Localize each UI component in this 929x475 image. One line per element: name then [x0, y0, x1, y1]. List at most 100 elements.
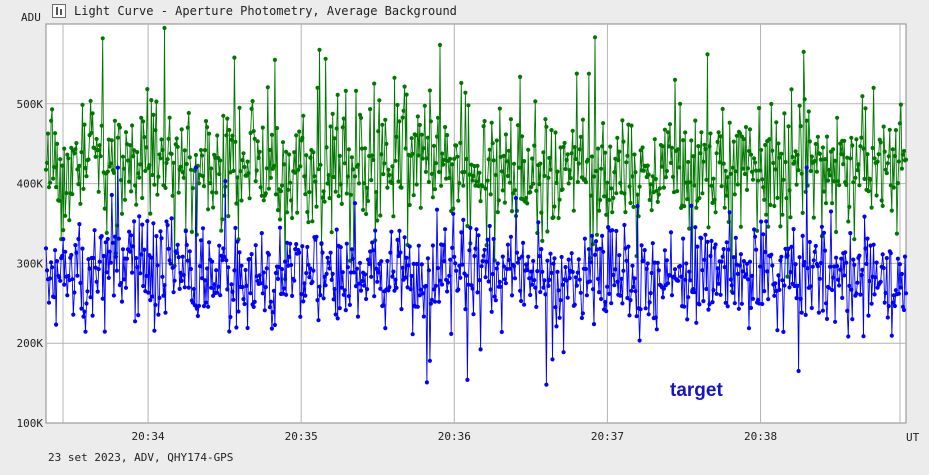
data-point — [597, 208, 602, 213]
data-point — [826, 167, 832, 172]
data-point — [121, 166, 127, 171]
data-point — [231, 297, 236, 302]
plot-area[interactable] — [45, 23, 907, 424]
data-point — [127, 229, 132, 234]
data-point — [396, 179, 401, 184]
data-point — [688, 278, 693, 283]
data-point — [678, 101, 683, 106]
data-point — [562, 140, 567, 146]
data-point — [694, 205, 699, 210]
data-point — [580, 311, 586, 316]
data-point — [167, 115, 172, 120]
data-point — [120, 247, 126, 252]
data-point — [409, 273, 414, 279]
data-point — [803, 312, 808, 317]
data-point — [169, 151, 174, 156]
data-point — [128, 249, 133, 254]
data-point — [828, 209, 834, 214]
data-point — [668, 160, 674, 165]
data-point — [73, 243, 78, 248]
data-point — [606, 225, 611, 230]
chart-icon[interactable] — [52, 4, 66, 18]
data-point — [896, 159, 902, 164]
data-point — [506, 257, 511, 263]
data-point — [315, 85, 320, 90]
data-point — [434, 207, 440, 212]
data-point — [878, 140, 883, 145]
data-point — [82, 122, 87, 127]
data-point — [179, 127, 184, 132]
data-point — [219, 228, 224, 233]
data-point — [767, 137, 772, 142]
data-point — [287, 254, 292, 259]
data-point — [537, 254, 542, 259]
data-point — [306, 262, 311, 267]
data-point — [884, 171, 889, 176]
data-point — [170, 265, 175, 270]
data-point — [604, 309, 609, 314]
data-point — [407, 202, 412, 208]
data-point — [424, 156, 429, 161]
data-point — [410, 151, 415, 156]
x-tick-label: 20:35 — [285, 430, 318, 443]
data-point — [176, 190, 181, 195]
data-point — [612, 283, 617, 288]
data-point — [452, 254, 457, 259]
data-point — [815, 264, 821, 269]
data-point — [71, 312, 76, 317]
data-point — [205, 125, 210, 130]
data-point — [262, 308, 267, 313]
data-point — [316, 318, 321, 323]
data-point — [287, 152, 292, 157]
data-point — [710, 200, 715, 205]
data-point — [490, 271, 495, 277]
data-point — [701, 299, 706, 304]
data-point — [185, 125, 190, 130]
data-point — [768, 202, 773, 207]
data-point — [148, 211, 153, 216]
data-point — [778, 224, 783, 229]
data-point — [327, 196, 332, 201]
data-point — [148, 298, 153, 303]
data-point — [573, 275, 578, 280]
data-point — [638, 307, 643, 312]
data-point — [435, 115, 441, 120]
data-point — [901, 148, 907, 154]
data-point — [554, 180, 559, 185]
data-point — [135, 265, 140, 270]
data-point — [381, 172, 386, 177]
data-point — [459, 80, 464, 86]
data-point — [379, 152, 384, 157]
data-point — [195, 313, 200, 319]
data-point — [509, 293, 515, 298]
data-point — [875, 159, 880, 164]
data-point — [393, 277, 398, 282]
data-point — [628, 200, 633, 206]
data-point — [203, 300, 209, 305]
data-point — [597, 290, 602, 295]
data-point — [758, 168, 763, 173]
data-point — [341, 116, 346, 121]
data-point — [433, 161, 439, 166]
data-point — [120, 154, 126, 159]
data-point — [590, 287, 596, 292]
data-point — [62, 282, 67, 287]
data-point — [48, 180, 53, 185]
data-point — [244, 283, 249, 288]
data-point — [617, 253, 622, 258]
data-point — [400, 265, 405, 270]
data-point — [391, 214, 396, 219]
data-point — [620, 118, 625, 123]
data-point — [237, 250, 242, 255]
data-point — [235, 175, 240, 180]
data-point — [861, 334, 866, 339]
data-point — [873, 275, 878, 280]
data-point — [95, 148, 100, 153]
data-point — [60, 253, 65, 258]
series-target — [43, 165, 909, 387]
data-point — [165, 157, 170, 162]
data-point — [454, 268, 459, 273]
data-point — [855, 168, 860, 173]
data-point — [858, 292, 863, 297]
